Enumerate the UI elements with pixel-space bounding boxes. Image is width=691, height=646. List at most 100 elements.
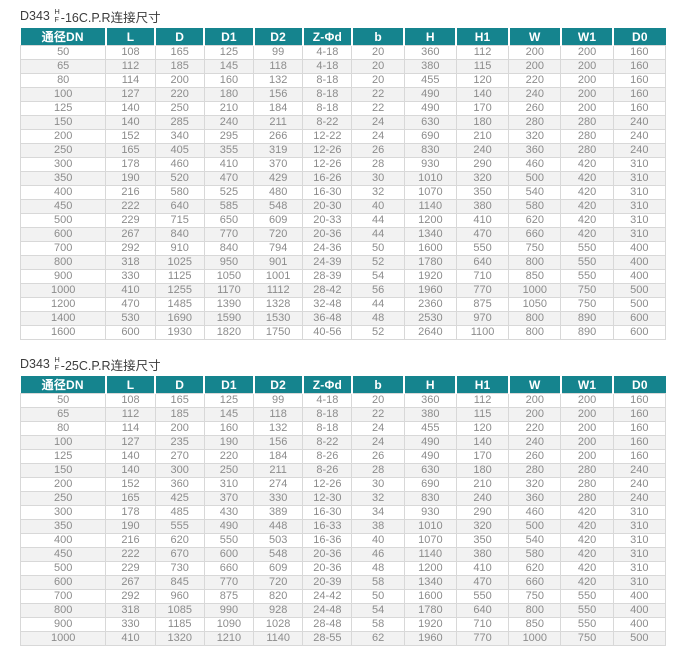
cell: 300 [19,157,107,172]
table-row: 150 140 285 240 211 8-22 24 630 180 280 280 240 [19,115,667,130]
cell: 235 [154,435,205,450]
cell: 318 [105,603,156,618]
cell: 400 [612,255,667,270]
cell: 140 [455,435,510,450]
cell: 750 [560,283,614,298]
cell: 310 [612,505,667,520]
cell: 200 [560,45,614,60]
cell: 410 [105,631,156,646]
cell: 58 [351,575,405,590]
cell: 240 [203,115,255,130]
cell: 8-18 [302,101,353,116]
cell: 318 [105,255,156,270]
table-section-pn16: D343 H F -16C.P.R连接尺寸 通径DN L D D1 D2 Z-Φd b H H1 W W… [19,6,667,340]
cell: 12-26 [302,157,353,172]
cell: 600 [612,311,667,326]
table-body: 50 108 165 125 99 4-18 20 360 112 200 200 160 65 112 1… [19,393,667,646]
cell: 310 [612,561,667,576]
cell: 200 [508,59,562,74]
cell: 550 [455,241,510,256]
cell: 160 [612,421,667,436]
cell: 240 [612,115,667,130]
cell: 222 [105,199,156,214]
cell: 200 [19,129,107,144]
table-row: 600 267 845 770 720 20-39 58 1340 470 660 420 310 [19,575,667,590]
cell: 550 [203,533,255,548]
cell: 660 [508,575,562,590]
cell: 310 [612,199,667,214]
section-gap [20,340,666,354]
cell: 400 [612,241,667,256]
cell: 1170 [203,283,255,298]
table-row: 250 165 405 355 319 12-26 26 830 240 360 280 240 [19,143,667,158]
cell: 210 [203,101,255,116]
cell: 4-18 [302,393,353,408]
cell: 360 [508,491,562,506]
table-row: 800 318 1085 990 928 24-48 54 1780 640 800 550 400 [19,603,667,618]
cell: 410 [105,283,156,298]
cell: 850 [508,269,562,284]
cell: 220 [508,73,562,88]
cell: 200 [508,407,562,422]
cell: 50 [351,241,405,256]
cell: 12-26 [302,477,353,492]
cell: 1210 [203,631,255,646]
cell: 660 [508,227,562,242]
cell: 40 [351,199,405,214]
cell: 160 [612,45,667,60]
cell: 970 [455,311,510,326]
table-section-pn25: D343 H F -25C.P.R连接尺寸 通径DN L D D1 D2 Z-Φd b H H1 W W… [19,354,667,646]
cell: 165 [154,393,205,408]
cell: 350 [455,185,510,200]
cell: 16-36 [302,533,353,548]
cell: 490 [403,435,457,450]
table-body: 50 108 165 125 99 4-18 20 360 112 200 200 160 65 112 1… [19,45,667,340]
cell: 900 [19,269,107,284]
cell: 400 [612,603,667,618]
column-header: H [403,376,458,394]
cell: 140 [105,449,156,464]
cell: 1750 [253,325,304,340]
cell: 1340 [403,575,457,590]
cell: 490 [403,449,457,464]
cell: 875 [455,297,510,312]
cell: 720 [253,575,304,590]
cell: 240 [612,491,667,506]
cell: 24-36 [302,241,353,256]
cell: 490 [403,87,457,102]
cell: 460 [508,157,562,172]
cell: 44 [351,227,405,242]
cell: 320 [508,129,562,144]
cell: 8-26 [302,449,353,464]
cell: 152 [105,129,156,144]
cell: 310 [612,519,667,534]
cell: 360 [508,143,562,158]
cell: 320 [455,171,510,186]
column-header: H1 [455,376,510,394]
cell: 1010 [403,519,457,534]
title-suffix: -25C.P.R连接尺寸 [60,358,161,373]
table-row: 900 330 1185 1090 1028 28-48 58 1920 710 850 550 40… [19,617,667,632]
cell: 1255 [154,283,205,298]
cell: 28-55 [302,631,353,646]
cell: 240 [455,143,510,158]
cell: 132 [253,421,304,436]
table-row: 350 190 520 470 429 16-26 30 1010 320 500 420 310 [19,171,667,186]
cell: 50 [351,589,405,604]
cell: 16-26 [302,171,353,186]
cell: 300 [19,505,107,520]
cell: 1010 [403,171,457,186]
cell: 222 [105,547,156,562]
cell: 770 [203,227,255,242]
cell: 320 [508,477,562,492]
cell: 410 [455,213,510,228]
cell: 24-48 [302,603,353,618]
table-row: 100 127 235 190 156 8-22 24 490 140 240 200 160 [19,435,667,450]
cell: 1070 [403,533,457,548]
cell: 125 [203,45,255,60]
cell: 320 [455,519,510,534]
cell: 145 [203,59,255,74]
table-row: 450 222 670 600 548 20-36 46 1140 380 580 420 310 [19,547,667,562]
cell: 340 [154,129,205,144]
